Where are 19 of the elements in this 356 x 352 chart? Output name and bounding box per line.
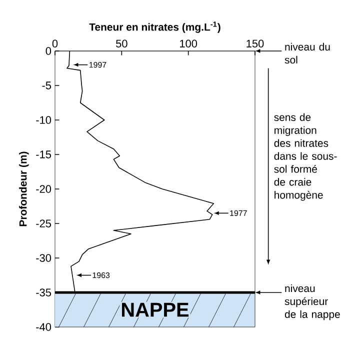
ref-line-label: niveau du sol: [284, 42, 330, 64]
x-tick-label: 50: [116, 40, 128, 48]
y-axis-title: Profondeur (m): [19, 152, 29, 226]
y-tick-label: -30: [36, 254, 52, 262]
x-tick-label: 150: [246, 40, 264, 48]
y-tick-label: -40: [36, 323, 52, 331]
legend-label: niveau supérieur de la nappe: [284, 284, 340, 320]
text: sens de migration des nitrates dans le sous-sol formé de craie homogène: [274, 113, 337, 201]
y-tick-label: -15: [36, 150, 52, 158]
band-label: NAPPE: [122, 302, 189, 317]
y-tick-label: -5: [42, 82, 52, 90]
y-tick-label: 0: [46, 47, 52, 55]
x-tick-label: 100: [180, 40, 198, 48]
y-tick-label: -10: [36, 116, 52, 124]
x-tick-label: 0: [52, 40, 58, 48]
y-tick-label: -35: [36, 288, 52, 296]
y-tick-label: -20: [36, 185, 52, 193]
x-axis-title: Teneur en nitrates (mg.L$^{-1}$): [89, 22, 220, 33]
y-tick-label: -25: [36, 220, 52, 228]
